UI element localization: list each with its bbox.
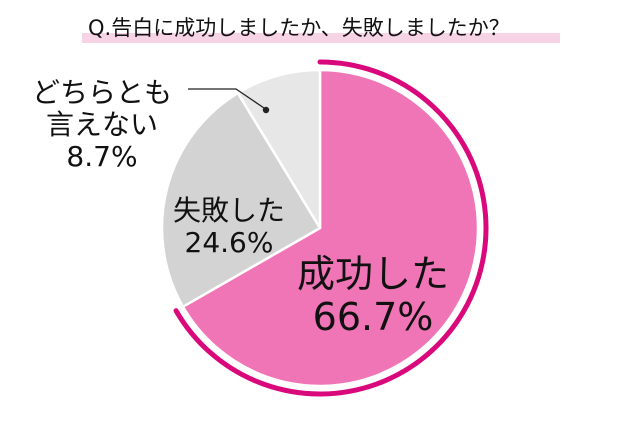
slice-label-success: 成功した: [297, 252, 449, 296]
slice-value-success: 66.7%: [313, 295, 434, 339]
slice-success: [181, 68, 480, 388]
highlight-ring-layer: [173, 59, 489, 397]
leader-line-neutral: [188, 88, 265, 109]
pie-labels: 成功した 66.7% 失敗した 24.6% どちらとも 言えない 8.7%: [32, 76, 449, 339]
slice-value-neutral: 8.7%: [66, 140, 137, 173]
highlight-ring-success: [173, 59, 489, 397]
title-highlight: [82, 33, 560, 43]
slice-label-neutral-line1: どちらとも: [32, 76, 172, 109]
slice-failure: [160, 91, 322, 308]
slice-label-neutral-line2: 言えない: [46, 108, 158, 141]
slice-label-failure: 失敗した: [173, 194, 285, 227]
leader-dot-neutral: [262, 106, 270, 114]
chart-title: Q.告白に成功しましたか、失敗しましたか？: [88, 16, 510, 40]
slice-neutral: [236, 68, 322, 230]
pie-slices: [160, 68, 480, 388]
slice-value-failure: 24.6%: [185, 226, 274, 259]
